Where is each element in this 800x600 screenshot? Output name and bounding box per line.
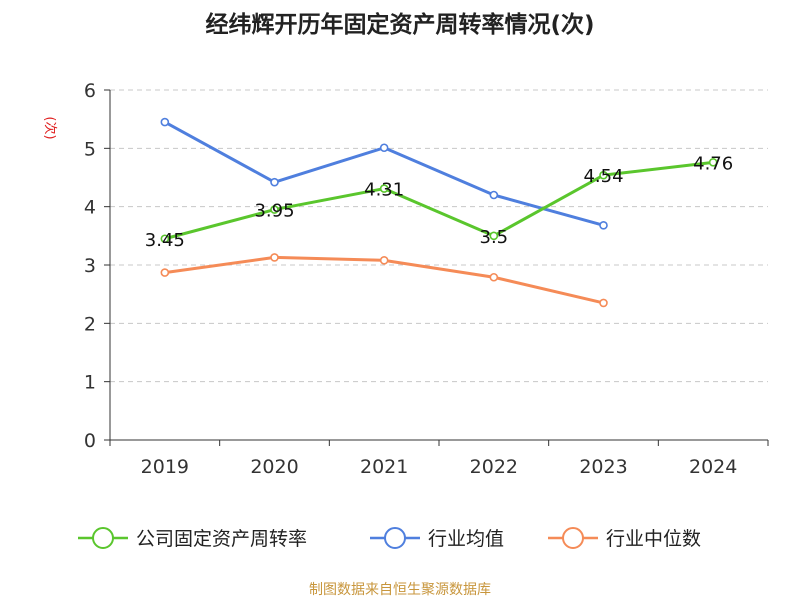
legend-label: 行业均值 bbox=[428, 528, 504, 550]
y-tick-label: 6 bbox=[84, 80, 96, 102]
data-point bbox=[270, 177, 279, 187]
x-tick-label: 2019 bbox=[141, 456, 189, 478]
data-point bbox=[489, 272, 499, 282]
legend-marker bbox=[92, 527, 114, 549]
data-point bbox=[160, 234, 170, 244]
x-tick-label: 2022 bbox=[470, 456, 518, 478]
data-point bbox=[489, 190, 499, 200]
data-label: 4.31 bbox=[364, 180, 404, 201]
data-point bbox=[379, 143, 389, 153]
y-tick-label: 4 bbox=[84, 197, 96, 219]
legend-item[interactable]: 行业均值 bbox=[370, 527, 504, 550]
legend-label: 行业中位数 bbox=[606, 528, 701, 550]
data-label: 4.76 bbox=[693, 153, 733, 174]
y-tick-label: 3 bbox=[84, 255, 96, 277]
data-point bbox=[270, 205, 279, 214]
data-label: 3.45 bbox=[145, 230, 185, 251]
y-tick-label: 0 bbox=[84, 430, 96, 452]
legend-marker bbox=[562, 527, 584, 549]
source-note: 制图数据来自恒生聚源数据库 bbox=[309, 582, 491, 598]
data-point bbox=[379, 256, 389, 265]
legend[interactable]: 公司固定资产周转率 行业均值 行业中位数 bbox=[78, 527, 701, 550]
data-point bbox=[270, 253, 279, 262]
axes: 0 1 2 3 4 5 6 2019 2020 2021 2022 2023 2024 bbox=[84, 80, 769, 478]
data-point bbox=[489, 231, 499, 241]
y-tick-label: 5 bbox=[84, 138, 96, 160]
chart-title: 经纬辉开历年固定资产周转率情况(次) bbox=[205, 11, 594, 38]
legend-marker bbox=[384, 527, 406, 549]
legend-label: 公司固定资产周转率 bbox=[136, 528, 307, 550]
data-point bbox=[599, 221, 608, 230]
series-line-0 bbox=[164, 160, 714, 241]
data-label: 3.5 bbox=[480, 227, 509, 248]
data-label: 4.54 bbox=[583, 166, 623, 187]
grid bbox=[110, 89, 768, 383]
legend-item[interactable]: 行业中位数 bbox=[548, 527, 701, 550]
series-line-1 bbox=[164, 120, 604, 227]
data-point bbox=[379, 184, 389, 193]
data-point bbox=[599, 298, 608, 308]
data-point bbox=[160, 117, 170, 127]
x-tick-label: 2023 bbox=[579, 456, 627, 478]
y-tick-label: 2 bbox=[84, 313, 96, 335]
data-point bbox=[160, 268, 170, 277]
data-point bbox=[599, 170, 608, 180]
x-tick-label: 2021 bbox=[360, 456, 408, 478]
legend-item[interactable]: 公司固定资产周转率 bbox=[78, 527, 307, 550]
data-label: 3.95 bbox=[254, 201, 294, 222]
data-point bbox=[708, 158, 718, 167]
x-tick-label: 2024 bbox=[689, 456, 737, 478]
x-tick-label: 2020 bbox=[250, 456, 298, 478]
y-tick-label: 1 bbox=[84, 372, 96, 394]
series-layer bbox=[160, 117, 718, 308]
y-axis-unit: (次) bbox=[42, 116, 58, 139]
data-labels: 3.45 3.95 4.31 3.5 4.54 4.76 bbox=[145, 153, 733, 250]
